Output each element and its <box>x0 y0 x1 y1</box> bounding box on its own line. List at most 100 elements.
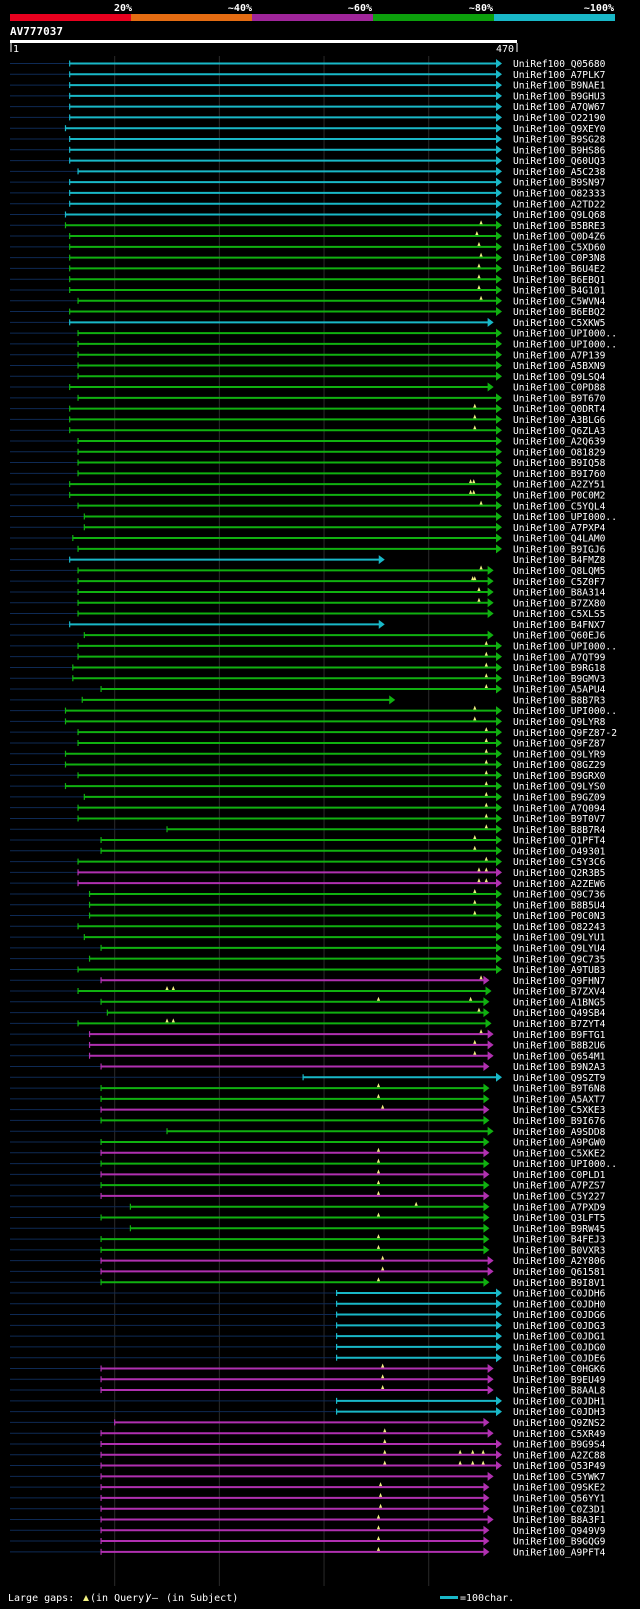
hit-label[interactable]: UniRef100_C5XKE2 <box>513 1148 605 1159</box>
hit-row[interactable]: UniRef100_Q9LSQ4 <box>10 371 606 383</box>
hit-label[interactable]: UniRef100_B4FNX7 <box>513 620 606 631</box>
hit-label[interactable]: UniRef100_A9SDD8 <box>513 1127 606 1138</box>
hit-row[interactable]: UniRef100_B9N2A3 <box>10 1062 606 1073</box>
hit-label[interactable]: UniRef100_B8B7R3 <box>513 695 606 706</box>
hit-label[interactable]: UniRef100_O22190 <box>513 113 606 124</box>
hit-row[interactable]: UniRef100_Q9SZT9 <box>10 1072 606 1084</box>
hit-row[interactable]: UniRef100_B0VXR3 <box>10 1244 606 1257</box>
hit-label[interactable]: UniRef100_C5XD60 <box>513 242 606 253</box>
hit-label[interactable]: UniRef100_A2ZEW6 <box>513 879 606 890</box>
hit-row[interactable]: UniRef100_Q1PFT4 <box>10 835 606 847</box>
hit-row[interactable]: UniRef100_A7PXP4 <box>10 522 606 534</box>
hit-label[interactable]: UniRef100_C0JDG3 <box>513 1321 606 1332</box>
hit-label[interactable]: UniRef100_B9GZ09 <box>513 792 606 803</box>
hit-label[interactable]: UniRef100_C5XKE3 <box>513 1105 606 1116</box>
hit-label[interactable]: UniRef100_B9T0V7 <box>513 814 606 825</box>
hit-label[interactable]: UniRef100_Q60EJ6 <box>513 631 606 642</box>
hit-label[interactable]: UniRef100_B9G9S4 <box>513 1440 606 1451</box>
hit-label[interactable]: UniRef100_A9PFT4 <box>513 1547 606 1558</box>
hit-row[interactable]: UniRef100_B9G9S4 <box>10 1438 606 1451</box>
hit-row[interactable]: UniRef100_B8B2U6 <box>10 1039 606 1052</box>
hit-row[interactable]: UniRef100_A7PZS7 <box>10 1180 606 1192</box>
hit-label[interactable]: UniRef100_B5BRE3 <box>513 221 606 232</box>
hit-row[interactable]: UniRef100_C5Y227 <box>10 1190 606 1203</box>
hit-row[interactable]: UniRef100_C5XD60 <box>10 241 606 254</box>
hit-label[interactable]: UniRef100_B9N2A3 <box>513 1062 606 1073</box>
hit-label[interactable]: UniRef100_B8A314 <box>513 588 606 599</box>
hit-label[interactable]: UniRef100_B9EU49 <box>513 1375 606 1386</box>
hit-row[interactable]: UniRef100_Q2R3B5 <box>10 867 605 879</box>
hit-label[interactable]: UniRef100_B7ZYT4 <box>513 1019 606 1030</box>
hit-row[interactable]: UniRef100_Q60UQ3 <box>10 156 606 167</box>
hit-row[interactable]: UniRef100_Q05680 <box>10 59 606 70</box>
hit-label[interactable]: UniRef100_B9GQG9 <box>513 1537 606 1548</box>
hit-label[interactable]: UniRef100_Q49SB4 <box>513 1008 606 1019</box>
hit-label[interactable]: UniRef100_B9I8V1 <box>513 1278 606 1289</box>
hit-row[interactable]: UniRef100_A5AXT7 <box>10 1093 606 1106</box>
hit-row[interactable]: UniRef100_UPI000.. <box>10 705 617 718</box>
hit-label[interactable]: UniRef100_A9PGW0 <box>513 1138 606 1149</box>
hit-row[interactable]: UniRef100_C5WVN4 <box>10 295 606 308</box>
hit-label[interactable]: UniRef100_B9IQ58 <box>513 458 606 469</box>
hit-label[interactable]: UniRef100_Q9LYR8 <box>513 717 606 728</box>
hit-row[interactable]: UniRef100_UPI000.. <box>10 1158 617 1171</box>
hit-row[interactable]: UniRef100_Q9LYR8 <box>10 716 606 728</box>
hit-row[interactable]: UniRef100_Q9FHN7 <box>10 975 606 987</box>
hit-row[interactable]: UniRef100_B9RW45 <box>10 1223 605 1235</box>
hit-row[interactable]: UniRef100_B8B7R3 <box>10 695 606 706</box>
hit-label[interactable]: UniRef100_Q949V9 <box>513 1526 606 1537</box>
hit-row[interactable]: UniRef100_B7ZXV4 <box>10 986 606 998</box>
hit-label[interactable]: UniRef100_C0JDH3 <box>513 1407 606 1418</box>
hit-row[interactable]: UniRef100_C0JDH6 <box>10 1288 606 1300</box>
hit-label[interactable]: UniRef100_B9FTG1 <box>513 1030 606 1041</box>
hit-row[interactable]: UniRef100_P0C0N3 <box>10 910 606 923</box>
hit-label[interactable]: UniRef100_A7PLK7 <box>513 70 606 81</box>
hit-row[interactable]: UniRef100_A2ZY51 <box>10 479 606 491</box>
hit-row[interactable]: UniRef100_B7ZYT4 <box>10 1018 606 1030</box>
hit-row[interactable]: UniRef100_B9IQ58 <box>10 458 606 469</box>
hit-row[interactable]: UniRef100_O22190 <box>10 112 606 124</box>
hit-label[interactable]: UniRef100_C0P3N8 <box>513 253 606 264</box>
hit-row[interactable]: UniRef100_P0C0M2 <box>10 489 605 502</box>
hit-row[interactable]: UniRef100_UPI000.. <box>10 511 617 523</box>
hit-row[interactable]: UniRef100_A2ZC88 <box>10 1449 606 1462</box>
hit-row[interactable]: UniRef100_C5XKE2 <box>10 1147 605 1160</box>
hit-label[interactable]: UniRef100_C0JDH1 <box>513 1396 606 1407</box>
hit-label[interactable]: UniRef100_B9SN97 <box>513 178 606 189</box>
hit-label[interactable]: UniRef100_B0VXR3 <box>513 1245 606 1256</box>
hit-row[interactable]: UniRef100_B6EBQ1 <box>10 274 606 286</box>
hit-row[interactable]: UniRef100_B9SN97 <box>10 177 606 189</box>
hit-label[interactable]: UniRef100_A7Q094 <box>513 803 606 814</box>
hit-label[interactable]: UniRef100_A7QW67 <box>513 102 606 113</box>
hit-label[interactable]: UniRef100_A2Y806 <box>513 1256 606 1267</box>
hit-label[interactable]: UniRef100_UPI000.. <box>513 512 617 523</box>
hit-row[interactable]: UniRef100_B9EU49 <box>10 1374 606 1386</box>
hit-label[interactable]: UniRef100_B9GMV3 <box>513 674 606 685</box>
hit-label[interactable]: UniRef100_B7ZX80 <box>513 598 606 609</box>
hit-row[interactable]: UniRef100_B9I760 <box>10 468 606 480</box>
hit-label[interactable]: UniRef100_B8AAL8 <box>513 1386 606 1397</box>
hit-label[interactable]: UniRef100_C0PD88 <box>513 383 606 394</box>
hit-label[interactable]: UniRef100_C0JDG0 <box>513 1343 606 1354</box>
hit-label[interactable]: UniRef100_B9RW45 <box>513 1224 605 1235</box>
hit-row[interactable]: UniRef100_B6EBQ2 <box>10 307 605 318</box>
hit-row[interactable]: UniRef100_B9FTG1 <box>10 1029 606 1041</box>
hit-label[interactable]: UniRef100_C0JDH0 <box>513 1299 606 1310</box>
hit-row[interactable]: UniRef100_B9I8V1 <box>10 1277 606 1289</box>
hit-label[interactable]: UniRef100_C0JDH6 <box>513 1289 606 1300</box>
hit-label[interactable]: UniRef100_A7QT99 <box>513 652 606 663</box>
hit-row[interactable]: UniRef100_B7ZX80 <box>10 597 606 610</box>
hit-row[interactable]: UniRef100_O81829 <box>10 447 606 458</box>
hit-label[interactable]: UniRef100_Q4LAM0 <box>513 534 606 545</box>
hit-row[interactable]: UniRef100_B9GHU3 <box>10 91 606 102</box>
hit-label[interactable]: UniRef100_C5XKW5 <box>513 318 605 329</box>
hit-row[interactable]: UniRef100_B9GQG9 <box>10 1536 606 1548</box>
hit-label[interactable]: UniRef100_A7P139 <box>513 350 606 361</box>
hit-row[interactable]: UniRef100_C0PD88 <box>10 382 606 394</box>
hit-label[interactable]: UniRef100_B8B5U4 <box>513 900 606 911</box>
hit-label[interactable]: UniRef100_C5Z0F7 <box>513 577 606 588</box>
hit-row[interactable]: UniRef100_C0JDH1 <box>10 1396 606 1407</box>
hit-label[interactable]: UniRef100_B9T6N8 <box>513 1084 606 1095</box>
hit-label[interactable]: UniRef100_A7PXD9 <box>513 1202 606 1213</box>
hit-label[interactable]: UniRef100_C5YWK7 <box>513 1472 606 1483</box>
